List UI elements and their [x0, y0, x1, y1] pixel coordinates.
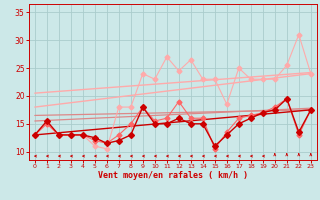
X-axis label: Vent moyen/en rafales ( km/h ): Vent moyen/en rafales ( km/h ) — [98, 171, 248, 180]
